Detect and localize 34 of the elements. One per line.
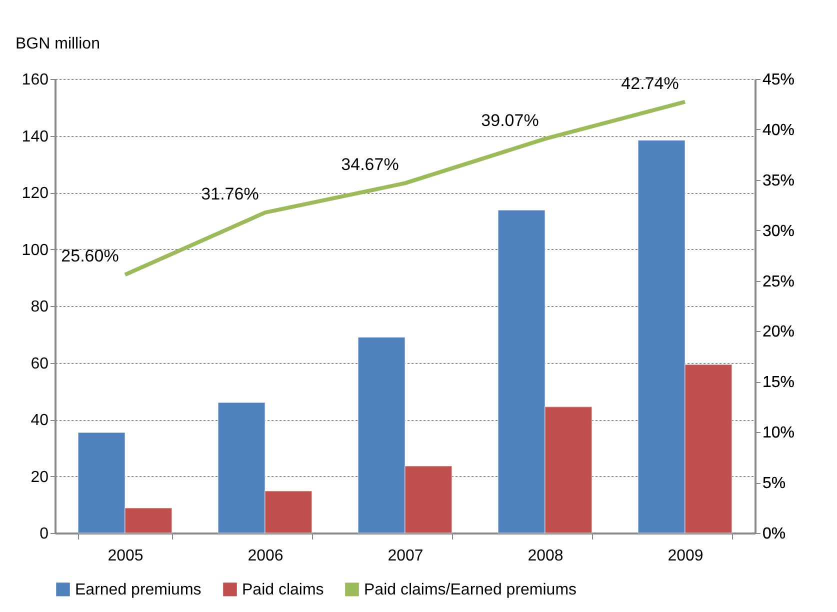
y-tick-label: 140: [22, 128, 49, 146]
legend-label: Earned premiums: [75, 581, 202, 598]
data-label: 39.07%: [481, 110, 539, 130]
y-tick-label: 60: [30, 355, 49, 372]
y-tick-label: 0: [40, 526, 49, 542]
y2-tick-label: 5%: [762, 475, 786, 492]
x-tick-label: 2006: [248, 548, 284, 564]
y2-tick-label: 35%: [762, 172, 795, 190]
y2-tick-label: 30%: [762, 222, 795, 240]
x-tick-label: 2009: [668, 548, 704, 564]
y2-tick-label: 40%: [762, 122, 795, 139]
y-tick-label: 160: [22, 72, 49, 88]
data-label: 42.74%: [621, 74, 679, 93]
y2-tick-label: 10%: [762, 424, 795, 442]
legend-label: Paid claims/Earned premiums: [364, 581, 577, 598]
y-tick-label: 20: [30, 468, 49, 486]
y-tick-label: 120: [22, 185, 49, 202]
y2-tick-label: 0%: [762, 526, 786, 542]
y2-tick-label: 20%: [762, 324, 795, 341]
data-label: 34.67%: [341, 155, 399, 174]
y2-tick-label: 25%: [762, 273, 795, 290]
x-tick-label: 2005: [108, 548, 144, 564]
y-axis-title: BGN million: [16, 36, 100, 52]
x-tick-label: 2007: [388, 548, 424, 564]
data-label: 25.60%: [61, 246, 119, 266]
line-series: [123, 100, 687, 277]
y-tick-label: 80: [30, 298, 49, 316]
y-tick-label: 40: [30, 412, 49, 429]
y2-tick-label: 15%: [762, 374, 795, 392]
legend-label: Paid claims: [242, 581, 324, 598]
data-label: 31.76%: [201, 184, 259, 204]
y2-tick-label: 45%: [762, 72, 795, 88]
y-tick-label: 100: [22, 242, 49, 259]
x-tick-label: 2008: [528, 548, 564, 564]
